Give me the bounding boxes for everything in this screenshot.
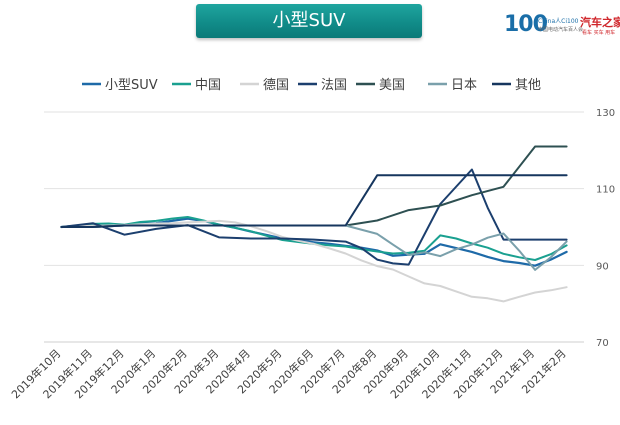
- logo-group: 100 China人Ci100 中国电动汽车百人会 汽车之家 看车 买车 用车: [504, 12, 620, 42]
- chart-title: 小型SUV: [272, 10, 346, 31]
- series-line-1: [60, 216, 568, 261]
- logo-100: 100: [504, 12, 548, 37]
- legend-label: 德国: [263, 78, 289, 93]
- x-axis-labels: 2019年10月2019年11月2019年12月2020年1月2020年2月20…: [8, 346, 568, 401]
- y-axis-labels: 70 90 110 130: [596, 108, 615, 349]
- legend-label: 美国: [379, 78, 405, 93]
- chart-grid: [44, 111, 584, 343]
- chart-legend: 小型SUV 中国 德国 法国 美国 日本 其他: [82, 78, 541, 93]
- series-line-6: [60, 174, 568, 228]
- chart-title-banner: 小型SUV: [196, 4, 422, 38]
- autohome-logo: 汽车之家: [580, 16, 620, 29]
- chart-series: [60, 145, 568, 303]
- y-tick-label: 90: [596, 261, 609, 272]
- legend-label: 法国: [321, 78, 347, 93]
- legend-label: 中国: [195, 78, 221, 93]
- series-line-3: [60, 168, 568, 266]
- y-tick-label: 130: [596, 108, 615, 119]
- logo-org-name: 中国电动汽车百人会: [538, 27, 584, 33]
- y-tick-label: 70: [596, 338, 609, 349]
- legend-label: 小型SUV: [105, 78, 158, 93]
- legend-label: 日本: [451, 78, 477, 93]
- legend-label: 其他: [515, 78, 541, 93]
- y-tick-label: 110: [596, 185, 615, 196]
- autohome-tagline: 看车 买车 用车: [582, 30, 616, 36]
- series-line-2: [60, 219, 568, 303]
- logo-subtitle: China人Ci100: [538, 18, 579, 25]
